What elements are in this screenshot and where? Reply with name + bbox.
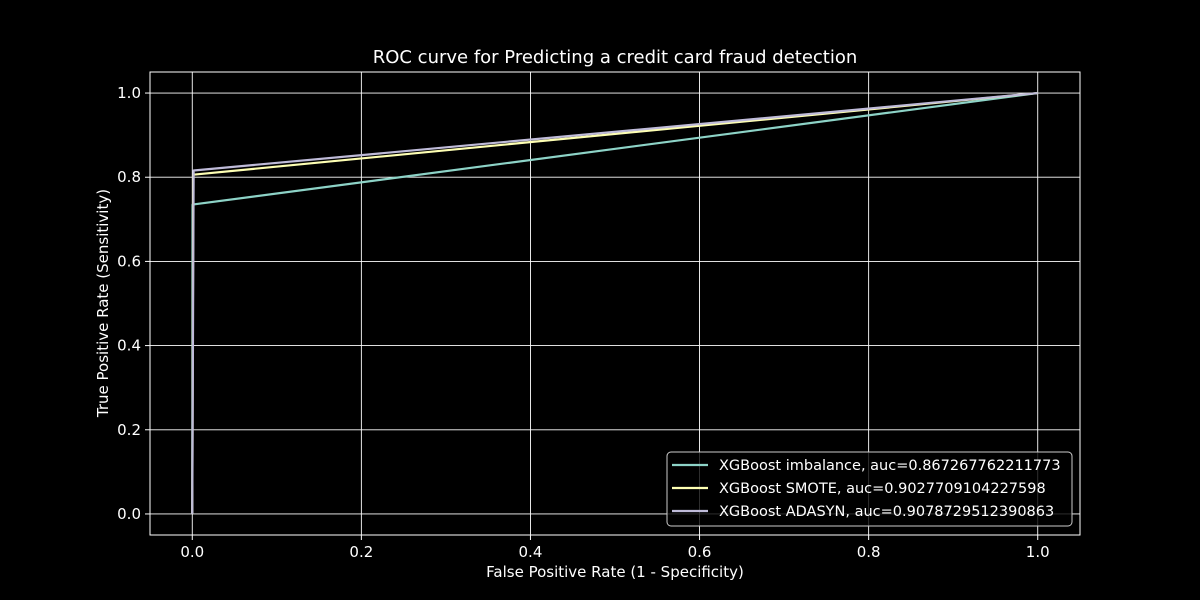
x-tick-label: 0.8: [857, 543, 881, 561]
y-tick-label: 0.4: [117, 337, 141, 355]
legend-label: XGBoost ADASYN, auc=0.9078729512390863: [719, 504, 1054, 520]
plot-frame: [149, 71, 1081, 536]
x-tick-label: 0.4: [519, 543, 543, 561]
legend-label: XGBoost SMOTE, auc=0.9027709104227598: [719, 481, 1046, 497]
y-tick-label: 1.0: [117, 84, 141, 102]
x-tick-label: 0.2: [349, 543, 373, 561]
legend: XGBoost imbalance, auc=0.867267762211773…: [666, 451, 1073, 527]
x-tick-label: 0.6: [688, 543, 712, 561]
x-axis-label: False Positive Rate (1 - Specificity): [486, 563, 744, 581]
y-tick-label: 0.2: [117, 421, 141, 439]
y-tick-label: 0.8: [117, 168, 141, 186]
y-tick-label: 0.0: [117, 505, 141, 523]
x-tick-label: 1.0: [1026, 543, 1050, 561]
legend-label: XGBoost imbalance, auc=0.867267762211773: [719, 458, 1061, 474]
y-axis-label: True Positive Rate (Sensitivity): [94, 189, 112, 418]
legend-box: [666, 451, 1073, 527]
x-tick-label: 0.0: [180, 543, 204, 561]
series-lines: [191, 91, 1038, 514]
roc-series-line: [191, 91, 1038, 514]
y-tick-label: 0.6: [117, 252, 141, 270]
chart-title: ROC curve for Predicting a credit card f…: [373, 47, 858, 68]
axis-ticks: 0.0 0.2 0.4 0.6 0.8 1.0 0.0 0.2 0.4 0.6 0.8 1.0: [117, 84, 1050, 561]
